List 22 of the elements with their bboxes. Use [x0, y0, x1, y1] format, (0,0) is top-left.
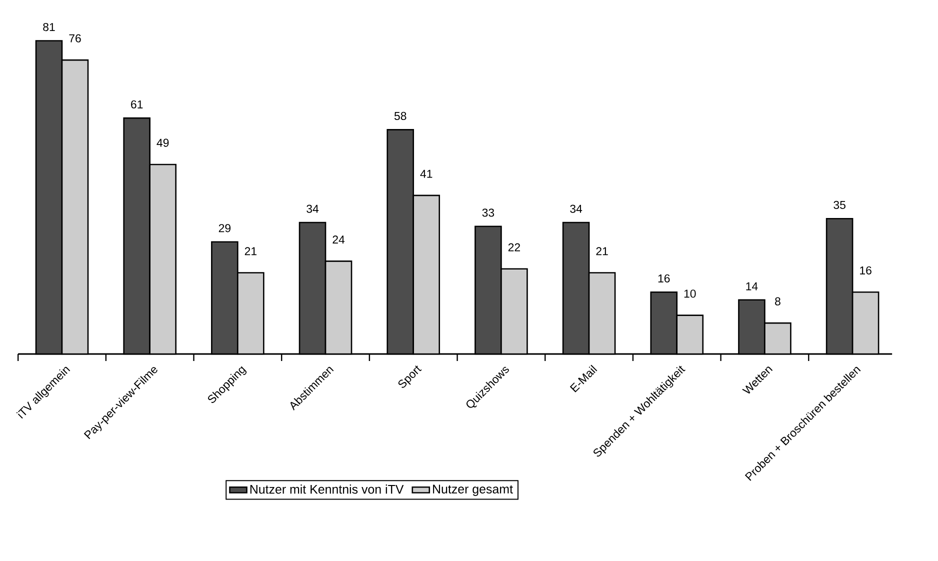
data-label: 61	[131, 100, 143, 108]
data-label: 14	[746, 282, 758, 290]
legend-label: Nutzer gesamt	[433, 484, 513, 496]
data-label: 81	[43, 22, 55, 32]
data-label: 24	[332, 236, 345, 244]
data-label: 34	[570, 204, 582, 213]
data-label: 76	[69, 34, 81, 42]
data-label: 35	[834, 200, 846, 209]
legend-label: Nutzer mit Kenntnis von iTV	[250, 484, 404, 494]
data-label: 21	[596, 247, 608, 256]
data-label: 34	[306, 204, 319, 213]
data-label: 16	[658, 274, 670, 282]
data-label: 8	[775, 297, 780, 306]
data-label: 41	[420, 170, 432, 178]
data-label: 16	[860, 266, 872, 274]
data-label: 58	[394, 112, 406, 120]
data-label: 29	[218, 224, 231, 232]
data-label: 10	[684, 290, 696, 298]
data-label: 33	[482, 208, 494, 217]
data-label: 49	[156, 138, 169, 147]
data-label: 21	[244, 247, 256, 256]
data-label: 22	[508, 243, 520, 252]
